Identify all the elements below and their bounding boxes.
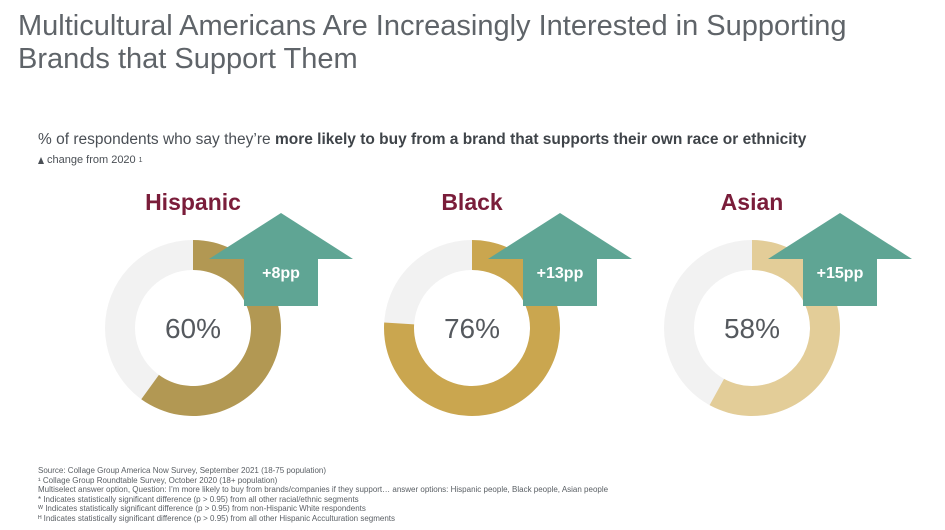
footnote: Multiselect answer option, Question: I’m…	[38, 485, 609, 495]
change-label: +13pp	[537, 265, 584, 282]
change-legend-text: change from 2020	[47, 154, 136, 166]
footnotes: Source: Collage Group America Now Survey…	[38, 466, 918, 524]
subtitle-prefix: % of respondents who say they’re	[38, 131, 275, 148]
category-label: Asian	[721, 189, 784, 215]
footnote: ᵂ Indicates statistically significant di…	[38, 504, 366, 514]
footnote: ᴴ Indicates statistically significant di…	[38, 513, 396, 523]
footnote: * Indicates statistically significant di…	[38, 494, 359, 504]
change-label: +15pp	[817, 265, 864, 282]
change-arrow-icon	[488, 213, 632, 306]
change-legend: change from 2020 1	[38, 154, 143, 166]
change-arrow-icon	[768, 213, 912, 306]
value-label: 58%	[724, 313, 780, 344]
value-label: 76%	[444, 313, 500, 344]
subtitle-emphasis: more likely to buy from a brand that sup…	[274, 131, 807, 148]
page-title: Multicultural Americans Are Increasingly…	[18, 10, 847, 75]
donut-segment	[384, 240, 560, 416]
footnote: ¹ Collage Group Roundtable Survey, Octob…	[38, 475, 278, 485]
footnote: Source: Collage Group America Now Survey…	[38, 466, 327, 475]
donut-hispanic: Hispanic 60% +8pp	[105, 189, 353, 416]
footnote-mark: 1	[138, 156, 143, 164]
change-label: +8pp	[262, 265, 300, 282]
category-label: Black	[441, 189, 503, 215]
chart-subtitle: % of respondents who say they’re more li…	[38, 131, 918, 149]
change-arrow-icon	[209, 213, 353, 306]
category-label: Hispanic	[145, 189, 241, 215]
donut-black: Black 76% +13pp	[384, 189, 632, 416]
value-label: 60%	[165, 313, 221, 344]
up-arrow-icon	[38, 156, 44, 164]
donut-asian: Asian 58% +15pp	[664, 189, 912, 416]
